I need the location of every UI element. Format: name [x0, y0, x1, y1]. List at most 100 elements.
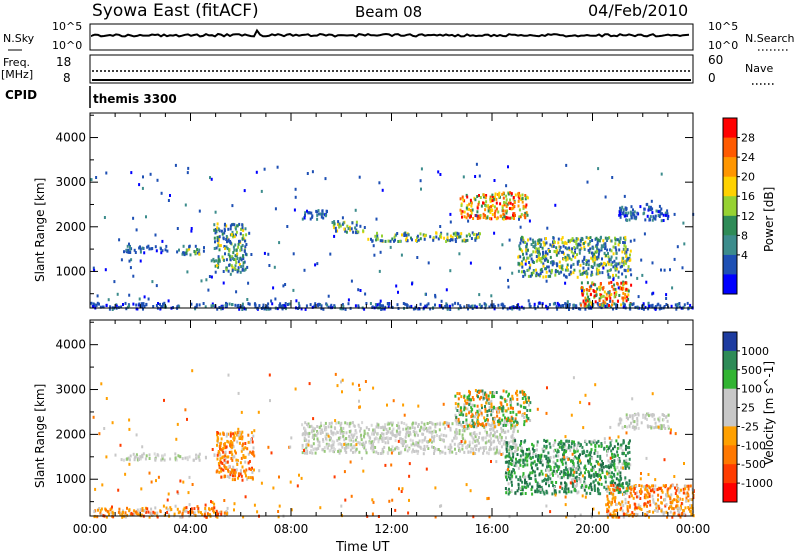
data-cell [524, 262, 527, 266]
data-cell [593, 256, 596, 259]
data-cell [241, 447, 244, 451]
data-cell [530, 463, 533, 467]
data-cell [572, 457, 575, 461]
data-cell [403, 422, 406, 425]
data-cell [464, 399, 467, 403]
data-cell [547, 461, 550, 465]
data-cell [320, 428, 323, 432]
data-cell [568, 475, 571, 479]
data-cell [555, 481, 558, 484]
data-cell [634, 505, 637, 509]
data-cell [457, 397, 460, 401]
data-cell [230, 440, 233, 443]
data-cell [475, 438, 478, 442]
data-cell [540, 238, 543, 242]
data-cell [521, 450, 524, 454]
data-cell [370, 444, 373, 448]
data-cell [227, 373, 230, 377]
data-cell [370, 423, 373, 427]
data-cell [648, 492, 651, 496]
data-cell [233, 223, 236, 227]
data-cell [512, 468, 515, 471]
data-cell [609, 296, 612, 300]
data-cell [528, 302, 531, 306]
data-cell [188, 475, 191, 479]
data-cell [232, 474, 234, 478]
data-cell [372, 428, 375, 432]
data-cell [219, 432, 222, 436]
data-cell [598, 470, 601, 474]
data-cell [539, 268, 542, 272]
data-cell [596, 245, 598, 249]
data-cell [425, 426, 428, 430]
data-cell [500, 214, 502, 218]
data-cell [576, 275, 579, 279]
data-cell [412, 430, 415, 433]
data-cell [267, 445, 270, 449]
data-cell [476, 390, 479, 394]
data-cell [464, 438, 466, 442]
data-cell [556, 264, 559, 268]
data-cell [642, 413, 645, 417]
data-cell [188, 455, 191, 459]
data-cell [518, 247, 521, 251]
data-cell [518, 196, 521, 200]
data-cell [474, 198, 477, 202]
data-cell [552, 240, 554, 244]
data-cell [455, 436, 458, 440]
data-cell [481, 389, 484, 393]
data-cell [375, 425, 378, 429]
freq-panel-frame [89, 54, 694, 84]
data-cell [354, 226, 357, 230]
data-cell [602, 303, 605, 307]
data-cell [468, 444, 471, 448]
data-cell [432, 439, 435, 443]
data-cell [462, 420, 465, 424]
data-cell [339, 307, 342, 311]
data-cell [305, 438, 308, 442]
data-cell [609, 443, 612, 447]
data-cell [644, 502, 647, 506]
data-cell [339, 449, 342, 453]
data-cell [501, 396, 504, 400]
data-cell [160, 191, 163, 195]
data-cell [312, 448, 315, 451]
data-cell [225, 434, 228, 438]
data-cell [426, 303, 429, 307]
data-cell [581, 289, 583, 293]
data-cell [598, 299, 601, 303]
data-cell [628, 505, 631, 509]
data-cell [650, 413, 653, 417]
data-cell [582, 262, 585, 265]
data-cell [238, 441, 241, 445]
data-cell [525, 203, 528, 207]
data-cell [333, 222, 336, 226]
data-cell [613, 474, 616, 478]
data-cell [214, 240, 216, 244]
data-cell [575, 305, 578, 309]
data-cell [350, 494, 353, 498]
data-cell [384, 463, 387, 467]
data-cell [537, 247, 540, 251]
data-cell [338, 222, 341, 226]
data-cell [374, 303, 377, 307]
data-cell [511, 474, 514, 478]
data-cell [656, 504, 659, 508]
data-cell [534, 474, 537, 478]
data-cell [477, 441, 480, 445]
data-cell [245, 233, 248, 237]
data-cell [576, 482, 579, 486]
data-cell [592, 472, 595, 476]
data-cell [629, 485, 632, 489]
data-cell [478, 174, 481, 178]
data-cell [229, 443, 232, 447]
data-cell [633, 512, 636, 516]
data-cell [590, 474, 593, 478]
data-cell [507, 201, 510, 205]
data-cell [247, 440, 250, 444]
data-cell [520, 213, 523, 217]
data-cell [591, 254, 594, 258]
data-cell [666, 491, 669, 495]
data-cell [219, 447, 222, 451]
data-cell [583, 257, 586, 261]
